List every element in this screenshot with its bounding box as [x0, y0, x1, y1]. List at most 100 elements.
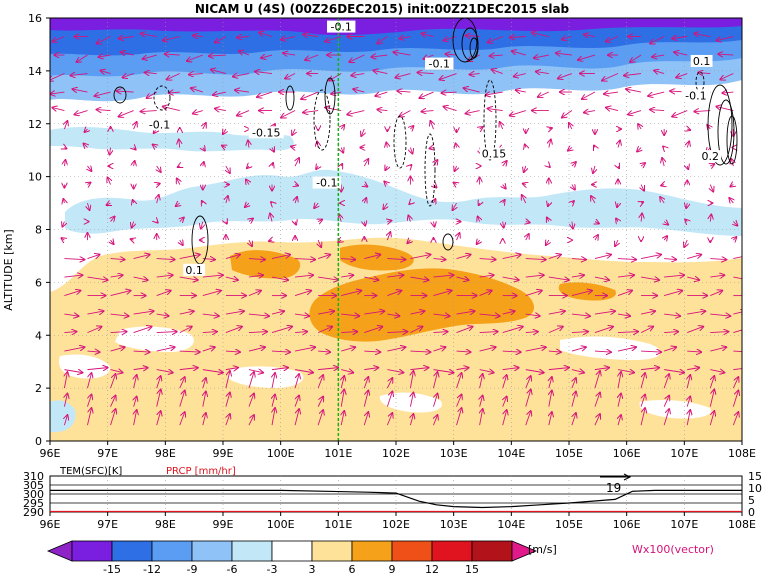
wind-vector — [318, 277, 338, 280]
wind-vector — [548, 327, 563, 334]
wind-vector — [654, 71, 665, 74]
wind-vector — [271, 351, 290, 352]
wind-vector — [433, 415, 437, 426]
wind-vector — [225, 327, 242, 334]
wind-vector — [317, 397, 323, 407]
wind-vector — [295, 222, 296, 225]
wind-vector — [193, 111, 203, 114]
wind-vector — [430, 121, 433, 130]
y-tick-label: 2 — [35, 382, 42, 395]
sub-x-tick-label: 97E — [97, 518, 118, 531]
wind-vector — [295, 332, 307, 333]
wind-vector — [157, 184, 160, 185]
contour-lines — [113, 18, 738, 265]
wind-vector — [687, 142, 689, 148]
wind-vector — [271, 327, 292, 334]
sub-left-tick-label: 310 — [23, 470, 44, 483]
wind-vector — [87, 327, 101, 334]
wind-vector — [486, 92, 503, 95]
colorbar-tick-label: 12 — [425, 563, 439, 575]
wind-vector — [664, 332, 678, 333]
wind-vector — [339, 215, 341, 222]
wind-vector — [433, 332, 447, 333]
wind-vector — [594, 146, 595, 148]
wind-vector — [179, 412, 185, 426]
wind-vector — [410, 327, 422, 334]
wind-vector — [318, 351, 330, 352]
wind-vector — [685, 220, 687, 222]
wind-vector — [502, 277, 519, 280]
wind-vector — [512, 51, 526, 56]
contour-line — [452, 18, 478, 63]
wind-vector — [480, 396, 483, 407]
wind-vector — [710, 347, 726, 352]
wind-vector — [203, 123, 206, 130]
wind-vector — [571, 370, 584, 373]
wind-vector — [64, 415, 67, 426]
wind-vector — [523, 184, 526, 185]
wind-vector — [87, 202, 89, 210]
wind-vector — [63, 199, 64, 203]
wind-vector — [156, 291, 171, 297]
wind-vector — [456, 373, 462, 389]
wind-vector — [641, 202, 643, 203]
sub-x-tick-label: 98E — [155, 518, 176, 531]
wind-vector — [295, 314, 309, 316]
wind-vector — [110, 370, 123, 373]
wind-vector — [410, 126, 413, 129]
contour-labels: -0.1 -0.1 -0.15 -0.1 -0.1 -0.1 0.15 0.1 0.1 0.2 — [145, 20, 722, 277]
wind-vector — [661, 185, 664, 186]
colorbar-arrow-left — [46, 540, 73, 562]
wind-vector — [488, 36, 503, 43]
wind-vector — [733, 311, 742, 314]
wind-vector — [99, 55, 111, 57]
wind-vector — [119, 110, 134, 117]
wind-vector — [732, 391, 738, 407]
wind-vector — [248, 314, 269, 316]
wind-vector — [733, 237, 736, 240]
wind-vector — [156, 332, 177, 333]
wind-vector — [317, 327, 332, 334]
contour-line — [717, 99, 735, 165]
colorbar-tick-label: -12 — [143, 563, 161, 575]
wind-vector — [255, 72, 273, 74]
wind-vector — [571, 332, 588, 333]
wind-vector — [167, 73, 180, 80]
wind-vector — [641, 163, 645, 166]
wind-vector — [687, 311, 705, 314]
colorbar-swatch — [391, 540, 433, 562]
wind-vector — [641, 368, 659, 370]
wind-vector — [363, 412, 368, 426]
wind-vector — [571, 314, 590, 316]
wind-vector — [133, 200, 134, 203]
wind-vector — [732, 412, 738, 426]
wind-vector — [261, 55, 273, 58]
wind-vector — [492, 70, 503, 74]
x-tick-label: 105E — [555, 447, 583, 460]
wind-vector — [617, 203, 618, 207]
wind-vector — [538, 91, 550, 97]
wind-vector — [386, 143, 387, 148]
sub-left-tick-label: 295 — [23, 497, 44, 510]
wind-vector — [663, 147, 664, 148]
colorbar-tick-label: -9 — [187, 563, 198, 575]
wind-vector — [663, 409, 669, 426]
wind-vector — [179, 377, 185, 389]
contour-label-bg — [690, 54, 713, 67]
wind-vector — [410, 277, 428, 280]
shade-positive-mid — [230, 250, 301, 279]
wind-vector — [640, 327, 653, 334]
wind-vector — [547, 218, 549, 222]
sub-plot: 19 TEM(SFC)[K] PRCP [mm/hr] 290295300305… — [23, 466, 762, 519]
white-gap-2 — [228, 366, 304, 388]
wind-vector — [433, 291, 451, 297]
wind-vector — [525, 275, 544, 277]
y-tick-label: 10 — [28, 171, 42, 184]
wind-vector — [664, 236, 667, 240]
wind-vector — [617, 259, 636, 260]
wind-vector — [617, 291, 632, 297]
wind-vector — [594, 393, 600, 407]
wind-vector — [375, 92, 388, 96]
wind-vector — [446, 54, 457, 55]
wind-vector — [409, 203, 410, 204]
